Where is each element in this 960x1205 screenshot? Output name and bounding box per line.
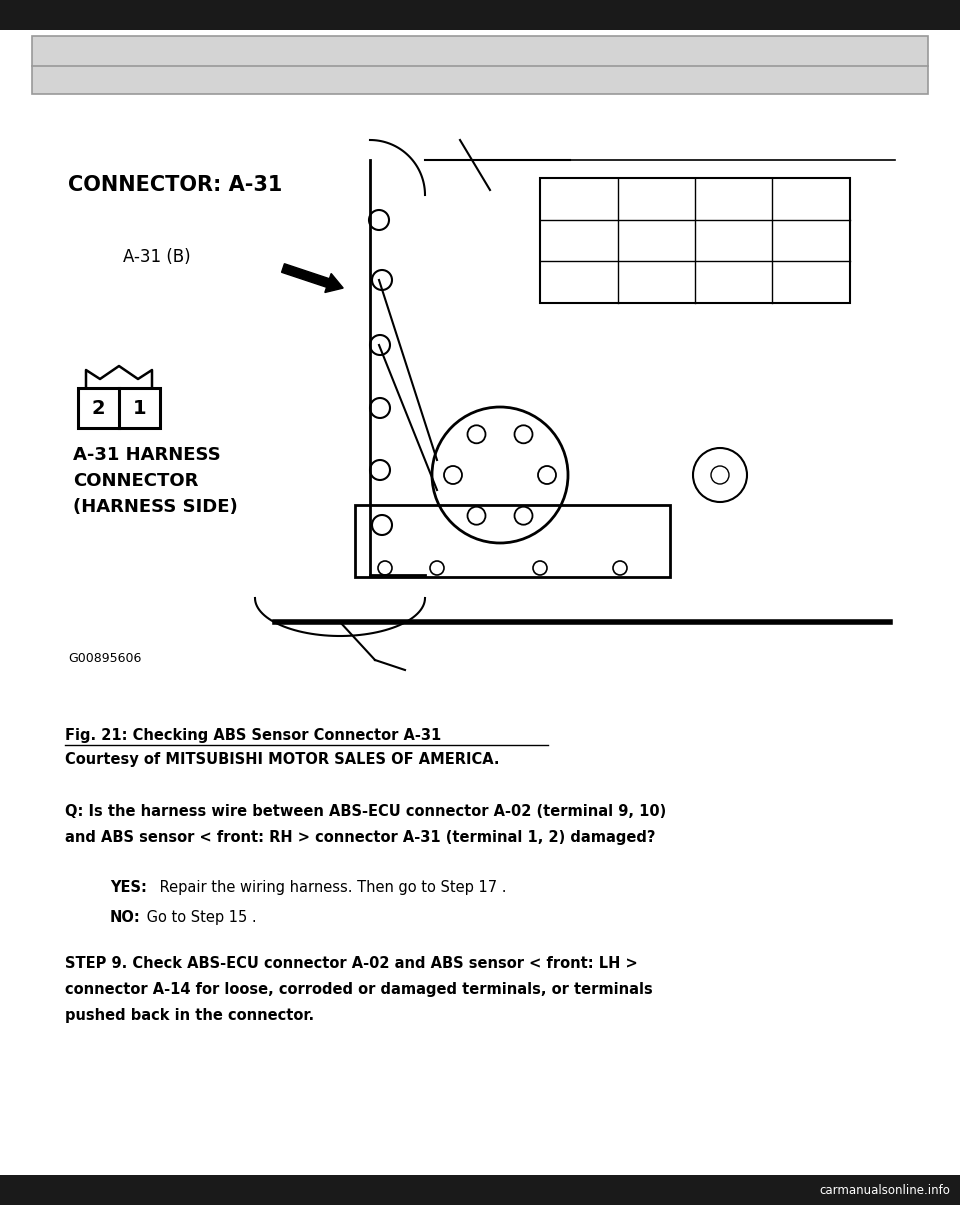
Text: carmanualsonline.info: carmanualsonline.info <box>819 1183 950 1197</box>
Text: YES:: YES: <box>110 880 147 895</box>
Text: Repair the wiring harness. Then go to Step 17 .: Repair the wiring harness. Then go to St… <box>155 880 507 895</box>
Text: 1: 1 <box>132 399 146 417</box>
Text: NO:: NO: <box>110 910 141 925</box>
Text: G00895606: G00895606 <box>68 652 141 665</box>
Text: CONNECTOR: CONNECTOR <box>73 472 199 490</box>
FancyArrow shape <box>281 264 343 293</box>
Bar <box>32 36 928 94</box>
Text: (HARNESS SIDE): (HARNESS SIDE) <box>73 498 238 516</box>
Text: STEP 9. Check ABS-ECU connector A-02 and ABS sensor < front: LH >: STEP 9. Check ABS-ECU connector A-02 and… <box>65 956 637 971</box>
Text: connector A-14 for loose, corroded or damaged terminals, or terminals: connector A-14 for loose, corroded or da… <box>65 982 653 997</box>
Bar <box>0 1175 960 1205</box>
Text: 2004 BRAKES Anti-Lock Braking System (ABS) - Endeavor: 2004 BRAKES Anti-Lock Braking System (AB… <box>289 74 671 87</box>
Text: A-31 HARNESS: A-31 HARNESS <box>73 446 221 464</box>
Bar <box>355 505 670 577</box>
Bar <box>78 388 160 428</box>
Bar <box>540 178 850 302</box>
Text: pushed back in the connector.: pushed back in the connector. <box>65 1009 314 1023</box>
Text: Go to Step 15 .: Go to Step 15 . <box>142 910 256 925</box>
Text: Courtesy of MITSUBISHI MOTOR SALES OF AMERICA.: Courtesy of MITSUBISHI MOTOR SALES OF AM… <box>65 752 499 768</box>
Text: 2: 2 <box>92 399 106 417</box>
Bar <box>0 0 960 30</box>
Text: 2004 Mitsubishi Endeavor LS: 2004 Mitsubishi Endeavor LS <box>356 43 604 59</box>
Text: and ABS sensor < front: RH > connector A-31 (terminal 1, 2) damaged?: and ABS sensor < front: RH > connector A… <box>65 830 656 845</box>
Text: CONNECTOR: A-31: CONNECTOR: A-31 <box>68 175 282 195</box>
Text: Q: Is the harness wire between ABS-ECU connector A-02 (terminal 9, 10): Q: Is the harness wire between ABS-ECU c… <box>65 804 666 819</box>
Text: Fig. 21: Checking ABS Sensor Connector A-31: Fig. 21: Checking ABS Sensor Connector A… <box>65 728 442 743</box>
Text: A-31 (B): A-31 (B) <box>123 248 191 266</box>
